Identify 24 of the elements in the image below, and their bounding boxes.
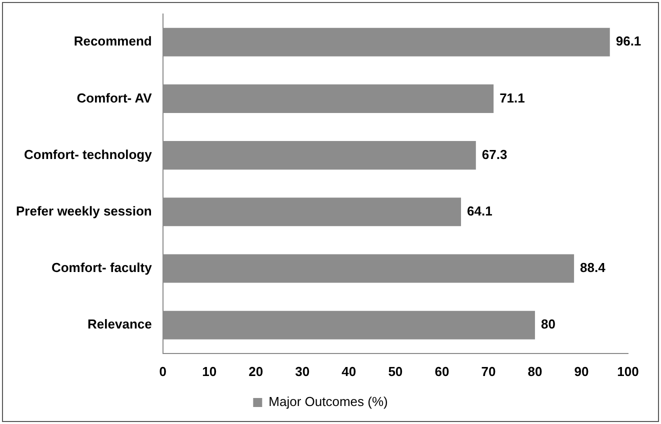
data-label: 80 bbox=[540, 316, 556, 332]
x-tick-label: 60 bbox=[434, 364, 450, 379]
y-tick-label: Relevance bbox=[88, 316, 152, 332]
x-tick-label: 30 bbox=[295, 364, 310, 379]
data-label: 64.1 bbox=[467, 203, 492, 218]
y-tick-label: Comfort- technology bbox=[24, 146, 153, 162]
legend-label: Major Outcomes (%) bbox=[268, 394, 388, 410]
x-tick-label: 100 bbox=[617, 364, 639, 379]
data-label: 71.1 bbox=[500, 90, 525, 106]
data-label: 88.4 bbox=[580, 260, 606, 276]
x-tick-label: 20 bbox=[248, 364, 264, 379]
y-tick-label: Comfort- AV bbox=[76, 90, 152, 106]
x-tick-label: 80 bbox=[528, 364, 542, 379]
y-tick-label: Comfort- faculty bbox=[51, 260, 153, 276]
y-tick-label: Recommend bbox=[74, 34, 152, 49]
x-tick-label: 90 bbox=[574, 364, 589, 379]
y-tick-label: Prefer weekly session bbox=[16, 203, 152, 218]
x-tick-label: 0 bbox=[159, 364, 166, 379]
x-tick-label: 10 bbox=[202, 364, 217, 379]
data-label: 67.3 bbox=[482, 146, 508, 162]
x-tick-label: 40 bbox=[342, 364, 356, 379]
x-tick-label: 70 bbox=[481, 364, 496, 379]
data-label: 96.1 bbox=[616, 34, 642, 49]
x-tick-label: 50 bbox=[388, 364, 403, 379]
